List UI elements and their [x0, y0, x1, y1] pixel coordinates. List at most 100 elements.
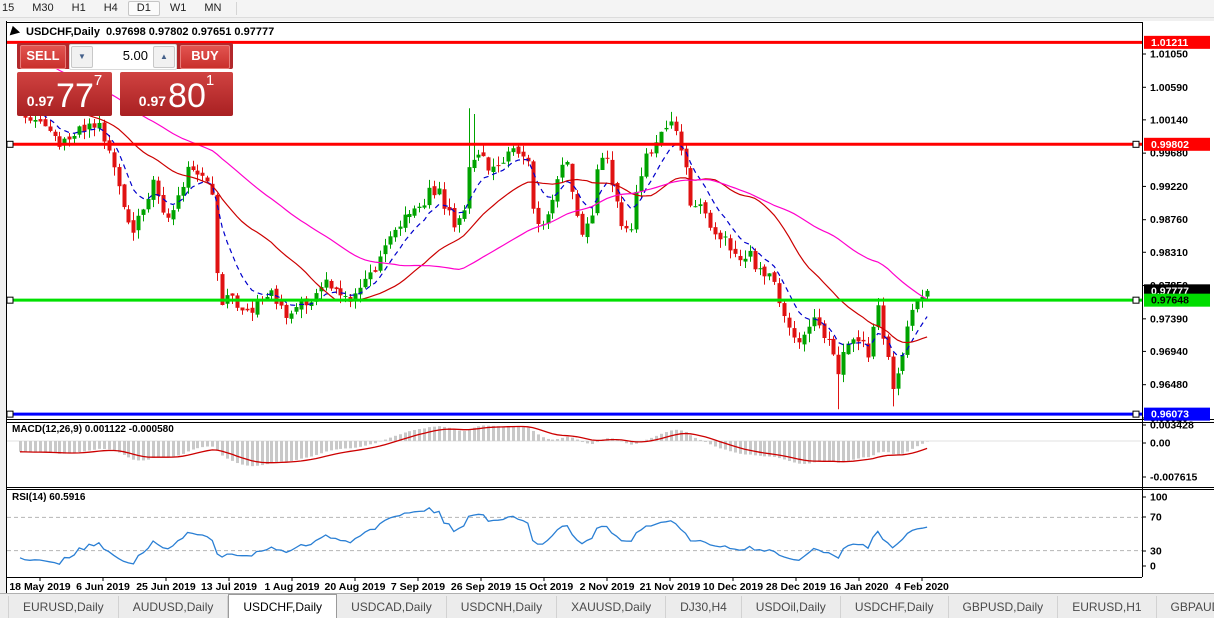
buy-button[interactable]: BUY [180, 45, 230, 69]
price-tick-label: 0.98760 [1150, 214, 1188, 226]
chart-tab-usdchf-daily[interactable]: USDCHF,Daily [841, 596, 949, 618]
candle-body-up [812, 317, 817, 327]
candle-body-up [289, 313, 294, 319]
candle-body-down [688, 168, 693, 206]
candle-body-down [762, 266, 767, 277]
candle-body-up [506, 151, 511, 162]
candle-body-down [481, 152, 486, 157]
candle-body-down [610, 159, 615, 186]
volume-decrease-button[interactable]: ▼ [71, 46, 93, 68]
chart-tab-xauusd-daily[interactable]: XAUUSD,Daily [557, 596, 667, 618]
chart-tab-dj30-h4[interactable]: DJ30,H4 [666, 596, 742, 618]
sell-button[interactable]: SELL [20, 45, 66, 69]
candle-body-down [861, 339, 866, 342]
chart-tab-usdoil-daily[interactable]: USDOil,Daily [742, 596, 841, 618]
candle-body-down [240, 307, 245, 311]
candle-body-down [777, 283, 782, 304]
price-tick-label: 0.96480 [1150, 379, 1188, 391]
chart-tab-usdchf-daily[interactable]: USDCHF,Daily [228, 594, 338, 618]
candle-body-down [447, 207, 452, 211]
chart-tab-eurusd-daily[interactable]: EURUSD,Daily [8, 596, 119, 618]
date-label: 28 Dec 2019 [766, 581, 826, 593]
chart-tab-eurusd-h1[interactable]: EURUSD,H1 [1058, 596, 1157, 618]
hline-handle[interactable] [1132, 410, 1140, 418]
candle-body-up [146, 198, 151, 210]
timeframe-button-15[interactable]: 15 [2, 2, 15, 14]
candle-body-down [570, 163, 575, 192]
candle-body-down [713, 227, 718, 235]
candle-body-down [102, 122, 107, 142]
rsi-axis-label: 100 [1150, 492, 1168, 504]
candle-body-up [398, 226, 403, 229]
candle-body-down [195, 170, 200, 175]
candle-body-down [886, 336, 891, 357]
price-tick-label: 1.00590 [1150, 82, 1188, 94]
candle-body-up [595, 169, 600, 214]
candle-body-up [467, 167, 472, 209]
candle-body-up [265, 296, 270, 300]
timeframe-button-h1[interactable]: H1 [71, 2, 86, 14]
chart-ohlc-values: 0.97698 0.97802 0.97651 0.97777 [105, 26, 275, 38]
candle-body-up [383, 245, 388, 255]
price-badge-0.96073 [1144, 407, 1210, 421]
candle-body-down [329, 280, 334, 289]
sell-price-box[interactable]: 0.97 77 7 [17, 72, 112, 116]
hline-handle[interactable] [6, 296, 14, 304]
candle-body-up [33, 119, 38, 122]
candle-body-up [758, 268, 763, 270]
candle-body-up [176, 195, 181, 209]
candle-body-down [718, 232, 723, 240]
candle-body-up [915, 301, 920, 310]
candle-body-up [462, 210, 467, 219]
candle-body-down [117, 167, 122, 187]
hline-handle[interactable] [6, 410, 14, 418]
timeframe-button-h4[interactable]: H4 [103, 2, 118, 14]
slow-sma-line [19, 49, 928, 300]
hline-handle[interactable] [6, 140, 14, 148]
candle-body-down [797, 338, 802, 343]
candle-body-down [521, 151, 526, 157]
date-label: 26 Sep 2019 [451, 581, 511, 593]
timeframe-button-d1[interactable]: D1 [127, 1, 160, 16]
candle-body-up [87, 123, 92, 130]
candle-body-down [67, 136, 72, 140]
candle-body-up [669, 121, 674, 126]
chart-tab-bar: EURUSD,Daily AUDUSD,Daily USDCHF,Daily USDC… [0, 593, 1214, 618]
chart-tab-audusd-daily[interactable]: AUDUSD,Daily [119, 596, 229, 618]
chart-tab-usdcnh-daily[interactable]: USDCNH,Daily [447, 596, 558, 618]
candle-body-up [629, 229, 634, 231]
candle-body-up [639, 176, 644, 192]
timeframe-button-m30[interactable]: M30 [32, 2, 54, 14]
candle-body-up [62, 138, 67, 146]
candle-body-down [792, 328, 797, 338]
rsi-axis-label: 70 [1150, 512, 1162, 524]
buy-price-pip: 1 [205, 72, 215, 89]
candle-body-up [294, 307, 299, 312]
candle-body-down [831, 338, 836, 355]
timeframe-toolbar: 15 M30 H1 H4 D1 W1 MN [0, 0, 1214, 18]
candle-body-up [186, 166, 191, 188]
chart-tab-usdcad-daily[interactable]: USDCAD,Daily [337, 596, 447, 618]
candle-body-down [782, 303, 787, 317]
macd-histogram [19, 425, 929, 467]
volume-increase-button[interactable]: ▲ [153, 46, 175, 68]
candle-body-down [822, 323, 827, 339]
candle-body-down [131, 220, 136, 233]
candle-body-down [205, 177, 210, 182]
candle-body-up [314, 293, 319, 302]
candle-body-up [565, 161, 570, 165]
timeframe-button-mn[interactable]: MN [204, 2, 222, 14]
chart-tab-gbpusd-daily[interactable]: GBPUSD,Daily [949, 596, 1059, 618]
candle-body-down [817, 317, 822, 326]
candle-body-up [363, 278, 368, 288]
candle-body-up [255, 301, 260, 315]
candle-body-down [624, 225, 629, 229]
hline-handle[interactable] [1132, 296, 1140, 304]
buy-price-box[interactable]: 0.97 80 1 [120, 72, 233, 116]
candle-body-down [28, 117, 33, 121]
hline-handle[interactable] [1132, 140, 1140, 148]
chart-tab-gbpaud-h1[interactable]: GBPAUD,H1 [1157, 596, 1214, 618]
timeframe-button-w1[interactable]: W1 [169, 2, 187, 14]
volume-input[interactable]: 5.00 [122, 48, 148, 63]
candle-body-down [53, 131, 58, 136]
